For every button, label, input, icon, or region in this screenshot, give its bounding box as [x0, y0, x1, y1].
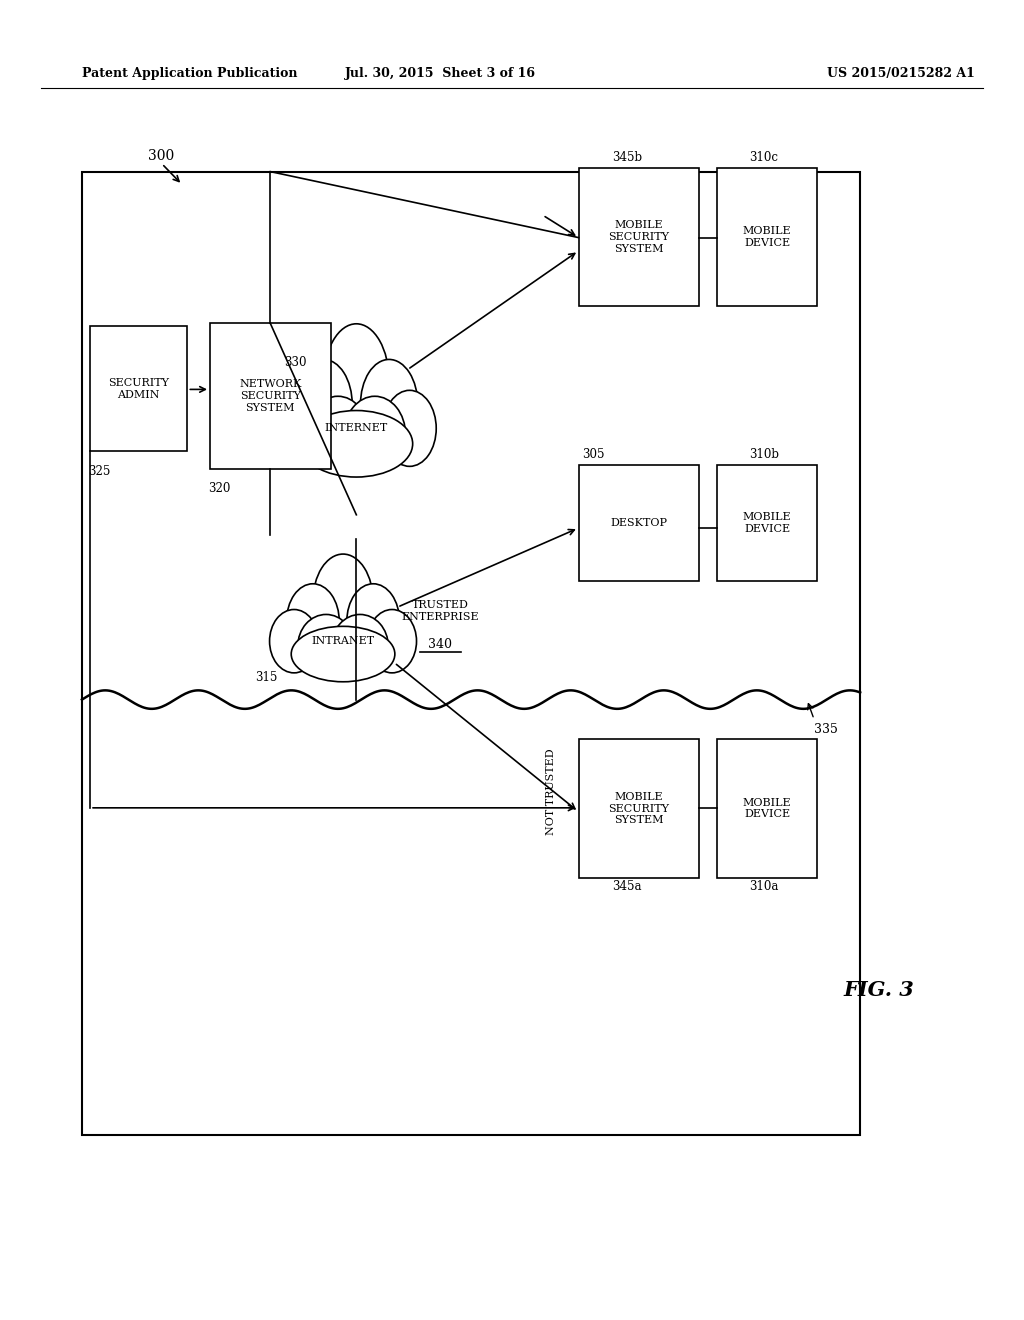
Ellipse shape — [298, 614, 354, 677]
Text: FIG. 3: FIG. 3 — [843, 979, 914, 1001]
Text: 340: 340 — [428, 638, 453, 651]
Text: 325: 325 — [88, 465, 111, 478]
Text: 345b: 345b — [612, 150, 642, 164]
Ellipse shape — [344, 396, 406, 473]
FancyBboxPatch shape — [82, 172, 860, 1135]
Ellipse shape — [287, 583, 339, 659]
Text: MOBILE
DEVICE: MOBILE DEVICE — [742, 512, 792, 533]
Text: MOBILE
SECURITY
SYSTEM: MOBILE SECURITY SYSTEM — [608, 220, 670, 253]
Ellipse shape — [300, 411, 413, 477]
Text: NOT TRUSTED: NOT TRUSTED — [546, 748, 556, 836]
Ellipse shape — [269, 610, 318, 673]
Ellipse shape — [291, 626, 395, 681]
Ellipse shape — [332, 614, 388, 677]
Text: Patent Application Publication: Patent Application Publication — [82, 67, 297, 81]
FancyBboxPatch shape — [579, 465, 699, 581]
Text: DESKTOP: DESKTOP — [610, 517, 668, 528]
Text: 315: 315 — [255, 671, 278, 684]
FancyBboxPatch shape — [717, 465, 817, 581]
Text: 320: 320 — [208, 482, 230, 495]
Ellipse shape — [295, 359, 352, 450]
Text: 310c: 310c — [750, 150, 778, 164]
FancyBboxPatch shape — [210, 323, 331, 469]
Ellipse shape — [347, 583, 399, 659]
Text: TRUSTED
ENTERPRISE: TRUSTED ENTERPRISE — [401, 601, 479, 622]
FancyBboxPatch shape — [579, 168, 699, 306]
FancyBboxPatch shape — [717, 168, 817, 306]
Text: MOBILE
DEVICE: MOBILE DEVICE — [742, 797, 792, 820]
Text: 310a: 310a — [750, 880, 779, 894]
Text: SECURITY
ADMIN: SECURITY ADMIN — [109, 378, 169, 400]
Text: 330: 330 — [284, 356, 306, 370]
Ellipse shape — [360, 359, 418, 450]
FancyBboxPatch shape — [579, 739, 699, 878]
FancyBboxPatch shape — [90, 326, 187, 451]
Text: 310b: 310b — [750, 447, 779, 461]
Text: INTERNET: INTERNET — [325, 424, 388, 433]
Text: NETWORK
SECURITY
SYSTEM: NETWORK SECURITY SYSTEM — [240, 379, 301, 413]
FancyBboxPatch shape — [717, 739, 817, 878]
Ellipse shape — [368, 610, 417, 673]
Text: US 2015/0215282 A1: US 2015/0215282 A1 — [827, 67, 975, 81]
Ellipse shape — [383, 391, 436, 466]
Ellipse shape — [313, 554, 373, 649]
Text: MOBILE
SECURITY
SYSTEM: MOBILE SECURITY SYSTEM — [608, 792, 670, 825]
Ellipse shape — [307, 396, 369, 473]
Text: 305: 305 — [582, 447, 604, 461]
Text: MOBILE
DEVICE: MOBILE DEVICE — [742, 226, 792, 248]
Text: 300: 300 — [148, 149, 175, 162]
Ellipse shape — [276, 391, 330, 466]
Text: 335: 335 — [814, 723, 838, 737]
Ellipse shape — [324, 323, 389, 438]
Text: INTRANET: INTRANET — [311, 636, 375, 647]
Text: Jul. 30, 2015  Sheet 3 of 16: Jul. 30, 2015 Sheet 3 of 16 — [345, 67, 536, 81]
Text: 345a: 345a — [612, 880, 642, 894]
